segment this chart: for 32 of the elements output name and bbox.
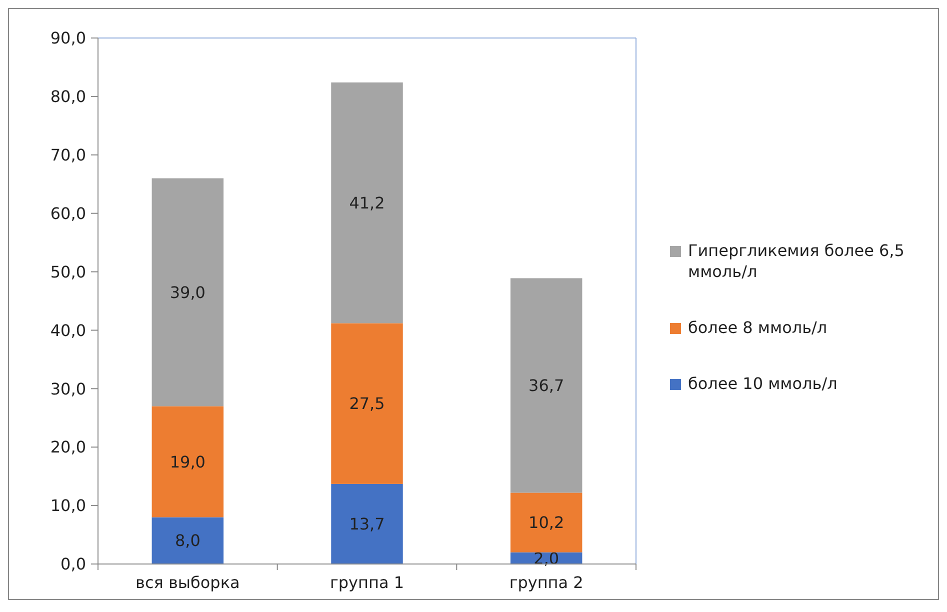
data-label: 36,7 [528, 376, 564, 396]
x-tick-label: группа 2 [509, 573, 584, 592]
y-tick-label: 10,0 [50, 496, 86, 516]
y-tick-label: 30,0 [50, 379, 86, 398]
data-label: 13,7 [349, 514, 385, 534]
bar [152, 178, 224, 406]
x-tick-label: группа 1 [330, 573, 404, 592]
y-tick-label: 50,0 [50, 262, 86, 282]
y-tick-label: 80,0 [50, 87, 86, 106]
bar [152, 406, 224, 518]
bar [510, 278, 582, 493]
y-tick-label: 70,0 [50, 145, 86, 164]
bar [510, 492, 582, 552]
data-label: 19,0 [170, 452, 206, 472]
bar [152, 517, 224, 564]
bar [331, 82, 403, 324]
legend-label: более 8 ммоль/л [688, 318, 828, 337]
data-label: 8,0 [174, 531, 200, 550]
y-tick-label: 90,0 [50, 28, 86, 48]
y-tick-label: 20,0 [50, 438, 86, 457]
data-label: 41,2 [349, 193, 385, 212]
legend-label: Гипергликемия более 6,5 ммоль/л [688, 241, 904, 281]
legend-label: более 10 ммоль/л [688, 374, 838, 393]
data-label: 10,2 [528, 513, 564, 532]
data-label: 27,5 [349, 394, 385, 414]
x-tick-label: вся выборка [136, 573, 240, 592]
data-label: 39,0 [170, 282, 206, 302]
bar [331, 323, 403, 484]
bar [331, 484, 403, 564]
y-tick-label: 0,0 [60, 554, 86, 574]
y-tick-label: 40,0 [50, 320, 86, 340]
y-tick-label: 60,0 [50, 204, 86, 223]
